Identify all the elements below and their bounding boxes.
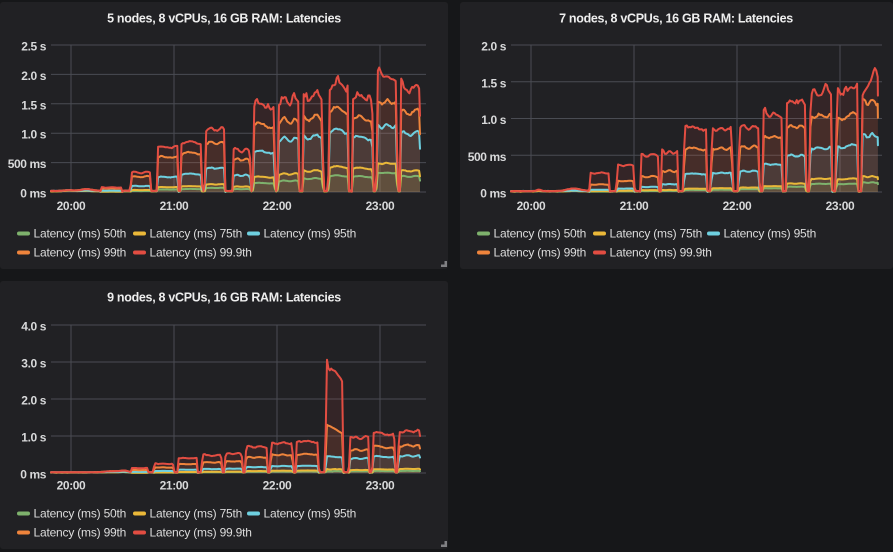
svg-text:Latency (ms) 99.9th: Latency (ms) 99.9th	[150, 246, 252, 260]
svg-text:Latency (ms) 75th: Latency (ms) 75th	[150, 227, 243, 241]
svg-text:3.0 s: 3.0 s	[21, 357, 46, 371]
svg-text:Latency (ms) 50th: Latency (ms) 50th	[34, 507, 127, 521]
svg-text:23:00: 23:00	[366, 199, 395, 213]
svg-text:2.5 s: 2.5 s	[21, 40, 46, 54]
svg-text:20:00: 20:00	[517, 199, 546, 213]
svg-text:Latency (ms) 99th: Latency (ms) 99th	[34, 246, 127, 260]
svg-text:Latency (ms) 50th: Latency (ms) 50th	[34, 227, 127, 241]
svg-text:21:00: 21:00	[160, 199, 189, 213]
svg-text:Latency (ms) 75th: Latency (ms) 75th	[610, 227, 703, 241]
svg-text:Latency (ms) 99th: Latency (ms) 99th	[34, 526, 127, 540]
svg-text:20:00: 20:00	[57, 479, 86, 493]
svg-text:1.0 s: 1.0 s	[481, 113, 506, 127]
svg-text:22:00: 22:00	[723, 199, 752, 213]
svg-text:7 nodes, 8 vCPUs, 16 GB RAM: L: 7 nodes, 8 vCPUs, 16 GB RAM: Latencies	[559, 12, 793, 26]
svg-text:Latency (ms) 75th: Latency (ms) 75th	[150, 507, 243, 521]
svg-text:9 nodes, 8 vCPUs, 16 GB RAM: L: 9 nodes, 8 vCPUs, 16 GB RAM: Latencies	[107, 291, 341, 305]
svg-text:21:00: 21:00	[160, 479, 189, 493]
svg-text:2.0 s: 2.0 s	[21, 394, 46, 408]
svg-text:5 nodes, 8 vCPUs, 16 GB RAM: L: 5 nodes, 8 vCPUs, 16 GB RAM: Latencies	[107, 12, 341, 26]
svg-text:Latency (ms) 99.9th: Latency (ms) 99.9th	[610, 246, 712, 260]
svg-text:Latency (ms) 50th: Latency (ms) 50th	[494, 227, 587, 241]
svg-text:500 ms: 500 ms	[8, 157, 47, 171]
svg-text:500 ms: 500 ms	[468, 150, 507, 164]
svg-text:21:00: 21:00	[620, 199, 649, 213]
svg-text:23:00: 23:00	[826, 199, 855, 213]
svg-text:Latency (ms) 95th: Latency (ms) 95th	[264, 227, 357, 241]
svg-text:1.5 s: 1.5 s	[21, 98, 46, 112]
svg-text:1.5 s: 1.5 s	[481, 76, 506, 90]
svg-text:1.0 s: 1.0 s	[21, 128, 46, 142]
svg-text:0 ms: 0 ms	[20, 468, 46, 482]
svg-text:0 ms: 0 ms	[480, 187, 506, 201]
svg-text:22:00: 22:00	[263, 199, 292, 213]
svg-text:23:00: 23:00	[366, 479, 395, 493]
svg-text:0 ms: 0 ms	[20, 187, 46, 201]
svg-text:2.0 s: 2.0 s	[481, 40, 506, 54]
svg-text:Latency (ms) 99.9th: Latency (ms) 99.9th	[150, 526, 252, 540]
svg-text:20:00: 20:00	[57, 199, 86, 213]
svg-text:Latency (ms) 99th: Latency (ms) 99th	[494, 246, 587, 260]
svg-text:4.0 s: 4.0 s	[21, 320, 46, 334]
svg-text:2.0 s: 2.0 s	[21, 69, 46, 83]
svg-text:Latency (ms) 95th: Latency (ms) 95th	[264, 507, 357, 521]
svg-text:Latency (ms) 95th: Latency (ms) 95th	[724, 227, 817, 241]
svg-text:22:00: 22:00	[263, 479, 292, 493]
svg-text:1.0 s: 1.0 s	[21, 431, 46, 445]
